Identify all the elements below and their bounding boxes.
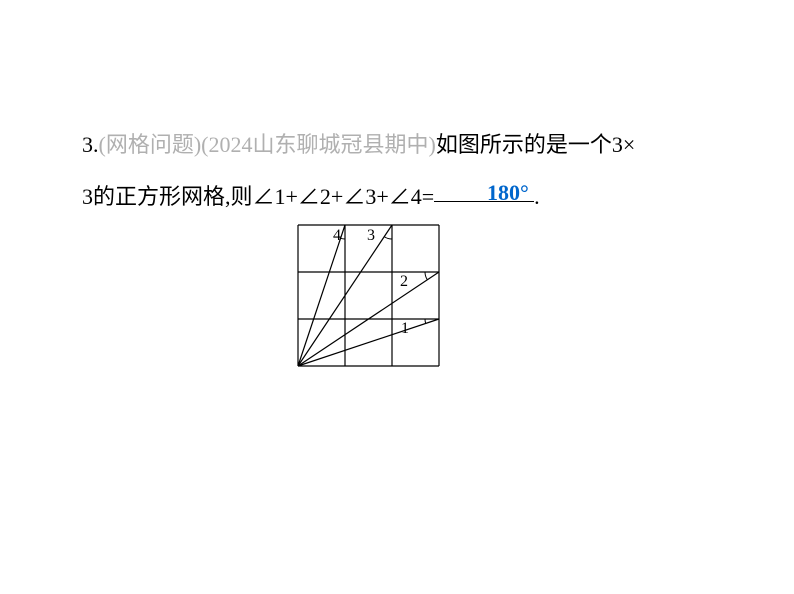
problem-text-2: 3的正方形网格,则∠1+∠2+∠3+∠4=	[82, 184, 434, 209]
answer-text: 180°	[487, 173, 529, 213]
grid-svg: 4 3 2 1	[295, 222, 451, 378]
svg-text:4: 4	[333, 227, 341, 244]
problem-line-2: 3的正方形网格,则∠1+∠2+∠3+∠4=. 180°	[82, 177, 722, 217]
problem-line-1: 3.(网格问题)(2024山东聊城冠县期中)如图所示的是一个3×	[82, 125, 722, 165]
grid-figure: 4 3 2 1	[295, 222, 451, 378]
problem-text-1: 如图所示的是一个3×	[436, 132, 635, 157]
problem-end: .	[534, 184, 540, 209]
problem-content: 3.(网格问题)(2024山东聊城冠县期中)如图所示的是一个3× 3的正方形网格…	[82, 125, 722, 216]
problem-number: 3.	[82, 132, 99, 157]
svg-text:3: 3	[367, 227, 375, 244]
svg-text:1: 1	[401, 320, 409, 337]
svg-text:2: 2	[400, 273, 408, 290]
problem-tags: (网格问题)(2024山东聊城冠县期中)	[99, 132, 436, 157]
